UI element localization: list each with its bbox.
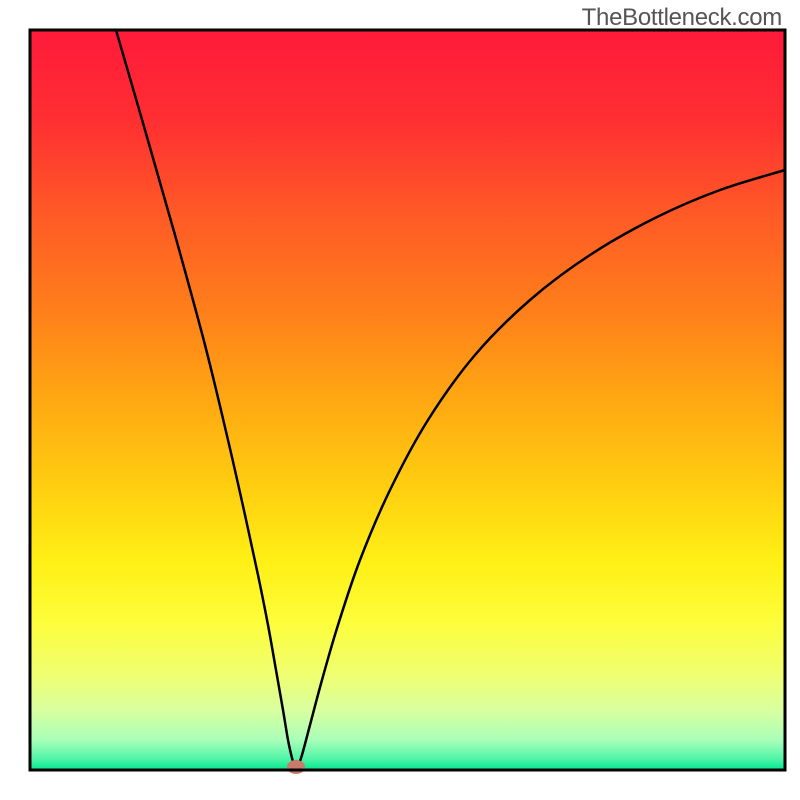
chart-svg (0, 0, 800, 800)
bottleneck-chart: TheBottleneck.com (0, 0, 800, 800)
plot-background (30, 30, 785, 770)
watermark-label: TheBottleneck.com (582, 4, 782, 32)
minimum-marker (287, 760, 305, 774)
